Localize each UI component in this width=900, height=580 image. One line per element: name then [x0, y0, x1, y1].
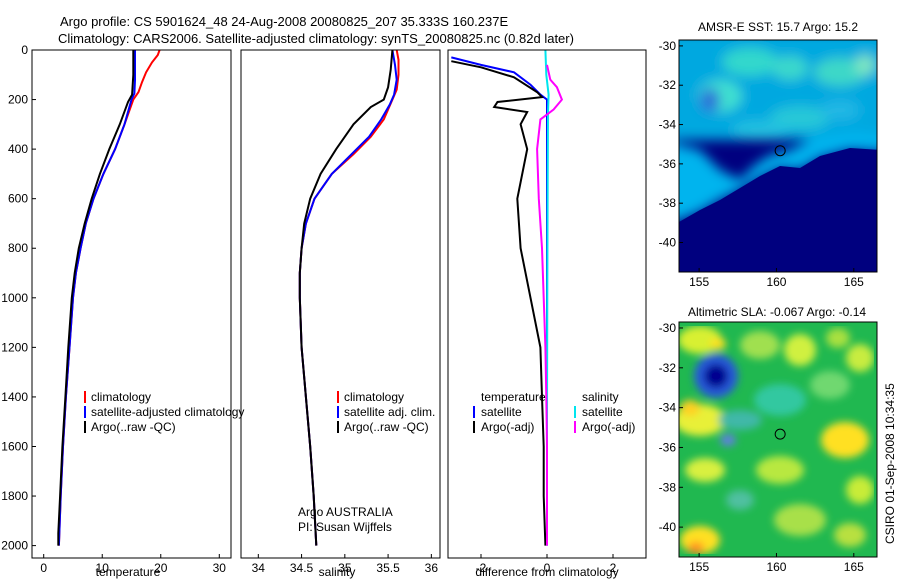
sla-heatmap — [679, 322, 877, 557]
temperature-axes-frame — [31, 49, 232, 559]
difference-series-3 — [536, 64, 564, 546]
sst-map-ytick-label: -32 — [659, 78, 677, 92]
temperature-series-2 — [57, 50, 135, 546]
difference-panel: -2 0 2 difference from climatology tempera… — [447, 49, 647, 579]
sla-map-panel: Altimetric SLA: -0.067 Argo: -0.14 — [659, 305, 878, 574]
sla-map-ytick-label: -30 — [659, 321, 677, 335]
sla-map-xtick-label: 160 — [766, 560, 786, 574]
credit-timestamp: CSIRO 01-Sep-2008 10:34:35 — [883, 383, 897, 544]
sla-map-frame — [678, 321, 878, 558]
sst-map-xtick-label: 155 — [689, 275, 709, 289]
difference-legend-temperature-title: temperature — [481, 390, 546, 404]
temperature-ytick-label: 1000 — [1, 291, 28, 305]
sst-argo-location-marker — [774, 145, 786, 157]
difference-xtick-label: 0 — [544, 561, 551, 575]
salinity-panel: 34 34.5 35 35.5 36 salinity climatology sate… — [240, 49, 441, 579]
sst-map-ytick-label: -40 — [659, 236, 677, 250]
difference-axes-frame — [447, 49, 647, 559]
sla-argo-location-marker — [774, 428, 786, 440]
sla-map-xtick-label: 165 — [844, 560, 864, 574]
difference-legend-salinity-title: salinity — [582, 390, 619, 404]
sst-map-ytick-label: -34 — [659, 118, 677, 132]
difference-legend-temp-argo: Argo(-adj) — [481, 420, 534, 434]
sla-map-title: Altimetric SLA: -0.067 Argo: -0.14 — [688, 305, 866, 319]
salinity-xlabel: salinity — [319, 565, 356, 579]
temperature-ytick-label: 2000 — [1, 539, 28, 553]
difference-legend: temperature salinity satellite Argo(-adj… — [473, 390, 635, 434]
difference-xlabel: difference from climatology — [475, 565, 618, 579]
sla-map-ytick-label: -38 — [659, 480, 677, 494]
salinity-series-1 — [298, 49, 398, 546]
difference-series-0 — [451, 56, 548, 546]
sst-map-xtick-label: 160 — [766, 275, 786, 289]
salinity-xtick-label: 35 — [338, 561, 352, 575]
temperature-ytick-label: 1600 — [1, 439, 28, 453]
temperature-ytick-label: 800 — [8, 241, 28, 255]
sst-heatmap — [679, 40, 877, 272]
salinity-annotation-org: Argo AUSTRALIA — [298, 505, 393, 519]
difference-legend-sal-argo: Argo(-adj) — [582, 420, 635, 434]
temperature-ytick-label: 600 — [8, 192, 28, 206]
temperature-series-1 — [57, 50, 136, 546]
temperature-xtick-label: 10 — [96, 561, 110, 575]
sla-map-ytick-label: -32 — [659, 361, 677, 375]
salinity-xtick-label: 34 — [252, 561, 266, 575]
temperature-panel: 0 10 20 30 0 200 400 600 800 1000 1200 1400 1600 1800… — [1, 43, 244, 579]
difference-series-1 — [451, 60, 547, 546]
temperature-ytick-label: 400 — [8, 142, 28, 156]
temperature-ytick-label: 200 — [8, 93, 28, 107]
salinity-series-0 — [298, 49, 400, 546]
temperature-xtick-label: 0 — [40, 561, 47, 575]
salinity-annotation-pi: PI: Susan Wijffels — [298, 520, 392, 534]
temperature-ytick-label: 1400 — [1, 390, 28, 404]
temperature-xtick-label: 30 — [213, 561, 227, 575]
salinity-xtick-label: 36 — [425, 561, 439, 575]
salinity-legend-argo: Argo(..raw -QC) — [344, 420, 429, 434]
salinity-legend: climatology satellite adj. clim. Argo(..… — [337, 390, 435, 434]
salinity-xtick-label: 34.5 — [290, 561, 314, 575]
sst-map-ytick-label: -38 — [659, 196, 677, 210]
temperature-ytick-label: 0 — [21, 43, 28, 57]
temperature-legend-argo: Argo(..raw -QC) — [91, 420, 176, 434]
sst-map-panel: AMSR-E SST: 15.7 Argo: 15.2 155 160 165 -30… — [659, 20, 878, 289]
salinity-legend-climatology: climatology — [344, 390, 404, 404]
sst-map-ytick-label: -36 — [659, 157, 677, 171]
salinity-legend-satellite: satellite adj. clim. — [344, 405, 435, 419]
salinity-series-2 — [298, 49, 394, 546]
difference-legend-sal-satellite: satellite — [582, 405, 623, 419]
sla-map-ytick-label: -36 — [659, 440, 677, 454]
temperature-ytick-label: 1800 — [1, 489, 28, 503]
temperature-ytick-label: 1200 — [1, 340, 28, 354]
sla-map-ytick-label: -40 — [659, 520, 677, 534]
temperature-legend-satellite: satellite-adjusted climatology — [91, 405, 244, 419]
salinity-xtick-label: 35.5 — [376, 561, 400, 575]
temperature-xlabel: temperature — [96, 565, 161, 579]
difference-xtick-label: -2 — [476, 561, 487, 575]
sst-map-frame — [678, 39, 878, 273]
sst-map-ytick-label: -30 — [659, 39, 677, 53]
salinity-axes-frame — [240, 49, 441, 559]
sst-map-title: AMSR-E SST: 15.7 Argo: 15.2 — [698, 20, 858, 34]
difference-legend-temp-satellite: satellite — [481, 405, 522, 419]
difference-xtick-label: 2 — [610, 561, 617, 575]
sla-map-xtick-label: 155 — [689, 560, 709, 574]
title-line2: Climatology: CARS2006. Satellite-adjuste… — [58, 31, 574, 46]
sla-map-ytick-label: -34 — [659, 401, 677, 415]
title-line1: Argo profile: CS 5901624_48 24-Aug-2008 … — [60, 14, 508, 29]
temperature-legend: climatology satellite-adjusted climatolo… — [84, 390, 244, 434]
sst-map-xtick-label: 165 — [844, 275, 864, 289]
temperature-xtick-label: 20 — [154, 561, 168, 575]
temperature-legend-climatology: climatology — [91, 390, 151, 404]
